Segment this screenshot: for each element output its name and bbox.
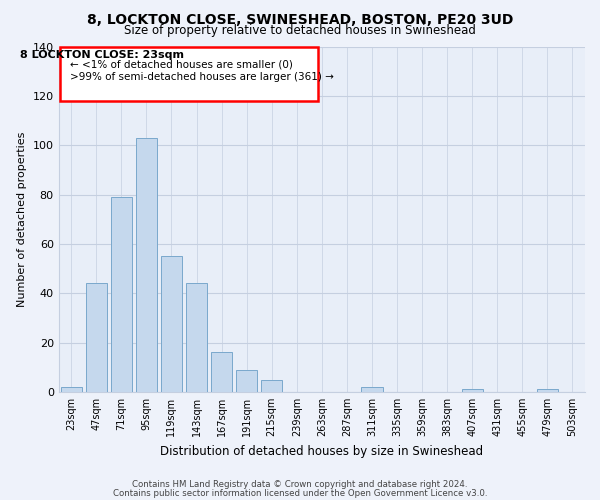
Y-axis label: Number of detached properties: Number of detached properties (17, 132, 27, 307)
Bar (136, 138, 157, 392)
Text: ← <1% of detached houses are smaller (0): ← <1% of detached houses are smaller (0) (70, 60, 293, 70)
Bar (61, 387, 82, 392)
Text: >99% of semi-detached houses are larger (361) →: >99% of semi-detached houses are larger … (70, 72, 334, 82)
X-axis label: Distribution of detached houses by size in Swineshead: Distribution of detached houses by size … (160, 444, 484, 458)
Bar (211, 352, 232, 392)
Text: Contains HM Land Registry data © Crown copyright and database right 2024.: Contains HM Land Registry data © Crown c… (132, 480, 468, 489)
Bar (361, 387, 383, 392)
FancyBboxPatch shape (60, 46, 318, 101)
Bar (236, 370, 257, 392)
Bar (261, 380, 283, 392)
Bar (86, 284, 107, 392)
Bar (537, 390, 558, 392)
Text: Contains public sector information licensed under the Open Government Licence v3: Contains public sector information licen… (113, 488, 487, 498)
Bar (161, 256, 182, 392)
Text: 8 LOCKTON CLOSE: 23sqm: 8 LOCKTON CLOSE: 23sqm (20, 50, 184, 60)
Bar (186, 284, 207, 392)
Bar (110, 197, 132, 392)
Text: 8, LOCKTON CLOSE, SWINESHEAD, BOSTON, PE20 3UD: 8, LOCKTON CLOSE, SWINESHEAD, BOSTON, PE… (87, 12, 513, 26)
Bar (461, 390, 483, 392)
Text: Size of property relative to detached houses in Swineshead: Size of property relative to detached ho… (124, 24, 476, 37)
